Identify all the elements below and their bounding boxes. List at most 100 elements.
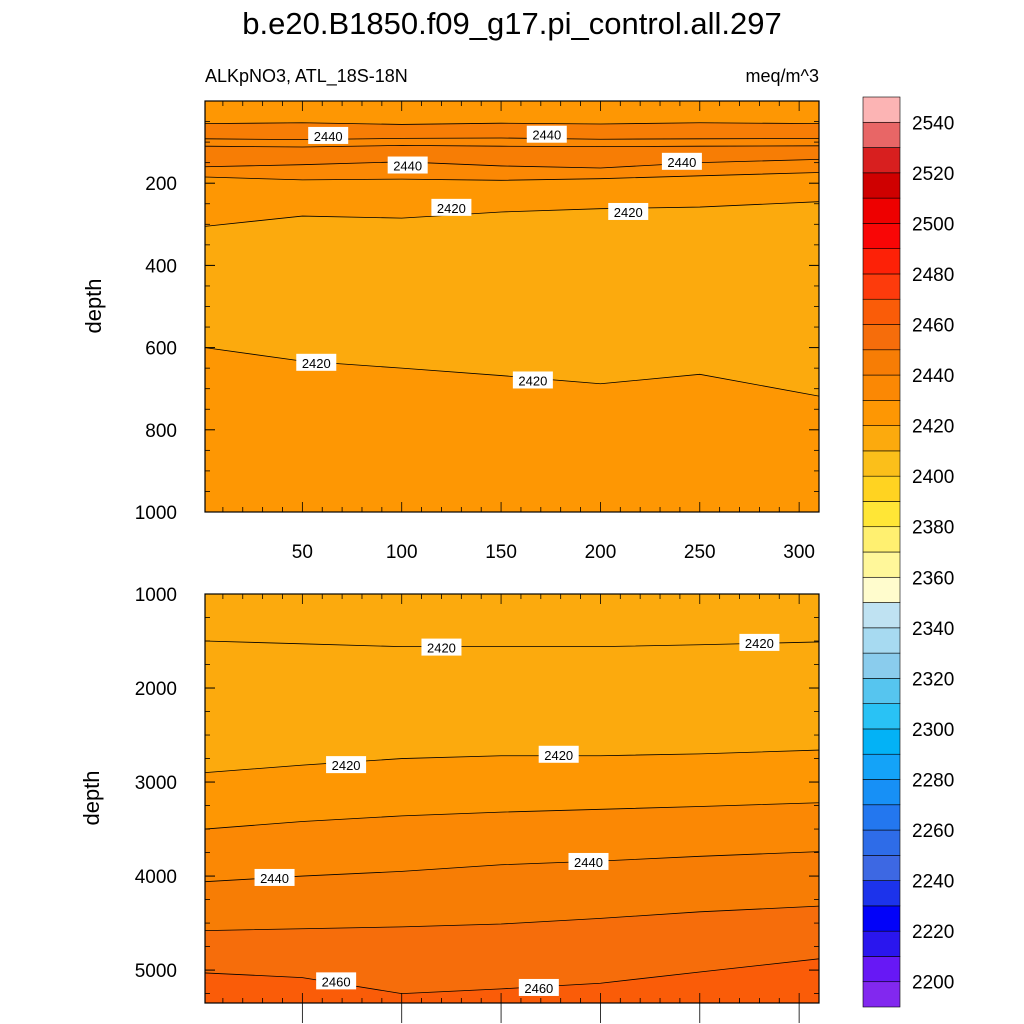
contour-label-text: 2420 [544,748,573,763]
lower-contour-label: 2420 [421,638,462,656]
colorbar-tick-label: 2240 [912,872,954,893]
colorbar-swatch [862,96,901,123]
lower-contour-label: 2460 [518,978,559,996]
colorbar-tick-label: 2540 [912,113,954,134]
upper-contour-line [205,122,819,125]
contour-label-text: 2440 [314,129,343,144]
colorbar-swatch [862,197,901,224]
lower-contour-label: 2440 [568,852,609,870]
colorbar-tick-label: 2360 [912,568,954,589]
upper-contour-label: 2440 [308,126,349,144]
upper-contour-label: 2420 [512,371,553,389]
contour-label-text: 2420 [332,758,361,773]
contour-label-box [387,156,428,174]
left-subtitle: ALKpNO3, ATL_18S-18N [205,66,408,87]
contour-label-text: 2440 [260,871,289,886]
colorbar-swatch [862,526,901,553]
colorbar-swatch [862,298,901,325]
upper-y-tick-label: 1000 [135,503,177,524]
lower-y-tick-label: 5000 [135,961,177,982]
colorbar-swatch [862,981,901,1008]
contour-label-box [608,202,649,220]
lower-frame [204,593,820,1004]
colorbar-swatch [862,400,901,426]
colorbar-tick-label: 2280 [912,771,954,792]
colorbar-tick-label: 2320 [912,669,954,690]
upper-y-tick-label: 600 [145,339,177,360]
colorbar-tick-label: 2220 [912,922,954,943]
lower-contour-line [205,958,819,994]
upper-axis-ticks: 200 400 600 800 1000 50 100 150 200 250 300 [135,100,820,563]
lower-contour-line [205,905,819,932]
colorbar-tick-label: 2440 [912,366,954,387]
contour-label-box [538,745,579,763]
lower-contour-label: 2440 [254,868,295,886]
upper-y-tick-label: 800 [145,421,177,442]
contour-label-text: 2460 [524,981,553,996]
upper-contour-label: 2420 [296,353,337,371]
upper-contour-label: 2440 [526,125,567,143]
upper-contour-label: 2440 [387,156,428,174]
lower-y-tick-label: 2000 [135,679,177,700]
upper-contour-label: 2440 [661,152,702,170]
lower-panel: 2420 2420 2420 2420 2440 2440 2460 2460 1000 200… [79,585,820,1023]
contour-label-text: 2440 [532,128,561,143]
colorbar-swatch [862,450,901,477]
lower-fill-layer [205,594,819,1003]
colorbar-tick-label: 2460 [912,316,954,337]
contour-label-text: 2440 [393,159,422,174]
colorbar-swatch [862,652,901,679]
colorbar-swatch [862,475,901,502]
contour-label-box [512,371,553,389]
colorbar-tick-label: 2400 [912,467,954,488]
colorbar-swatch [862,273,901,300]
lower-contour-line [205,640,819,648]
contour-label-box [526,125,567,143]
colorbar-tick-label: 2500 [912,214,954,235]
lower-axis-ticks: 1000 2000 3000 4000 5000 [135,585,820,1023]
contour-label-box [326,756,367,774]
contour-label-text: 2440 [667,155,696,170]
lower-contour-line [205,749,819,774]
upper-contour-line [205,172,819,181]
upper-contour-line [205,137,819,141]
upper-x-tick-label: 200 [585,542,617,563]
upper-panel: 2440 2440 2440 2440 2420 2420 2420 2420 200 400 6… [81,100,820,563]
contour-label-box [308,126,349,144]
colorbar-tick-label: 2200 [912,973,954,994]
contour-label-box [431,198,472,216]
lower-y-tick-label: 4000 [135,867,177,888]
upper-x-tick-label: 50 [292,542,313,563]
contour-label-box [568,852,609,870]
contour-label-box [316,972,357,990]
contour-label-text: 2420 [302,356,331,371]
upper-x-tick-label: 150 [485,542,517,563]
colorbar-tick-label: 2340 [912,619,954,640]
lower-contour-line [205,802,819,830]
upper-contour-label: 2420 [431,198,472,216]
contour-label-text: 2440 [574,855,603,870]
colorbar-swatch [862,855,901,881]
colorbar-swatch [862,880,901,907]
contour-label-text: 2420 [437,201,466,216]
lower-y-tick-label: 3000 [135,773,177,794]
upper-contour-labels: 2440 2440 2440 2440 2420 2420 2420 2420 [296,125,702,389]
colorbar-swatch [862,602,901,629]
colorbar-tick-label: 2260 [912,821,954,842]
lower-y-tick-label: 1000 [135,585,177,606]
colorbar-swatch [862,905,901,932]
colorbar-swatch [862,930,901,957]
contour-label-text: 2420 [745,636,774,651]
upper-x-tick-label: 250 [684,542,716,563]
colorbar-swatch [862,147,901,174]
colorbar-swatch [862,248,901,275]
lower-contour-label: 2420 [739,633,780,651]
upper-y-axis-label: depth [81,278,106,333]
colorbar-swatch [862,223,901,249]
colorbar-swatch [862,956,901,983]
upper-x-tick-label: 100 [386,542,418,563]
colorbar-swatch [862,576,901,603]
upper-y-tick-label: 400 [145,256,177,277]
contour-label-text: 2420 [518,373,547,388]
upper-contour-line [205,201,819,227]
